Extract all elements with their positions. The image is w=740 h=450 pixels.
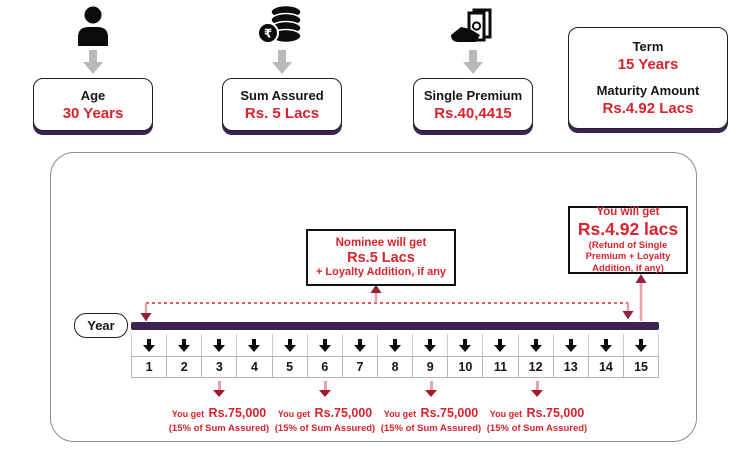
- timeline-panel: Nominee will get Rs.5 Lacs + Loyalty Add…: [50, 152, 697, 442]
- timeline-year-row: 1 2 3 4 5 6 7 8 9 10 11 12 13 14 15: [131, 356, 660, 378]
- payout-note: (15% of Sum Assured): [486, 423, 588, 434]
- nominee-callout: Nominee will get Rs.5 Lacs + Loyalty Add…: [306, 229, 456, 286]
- year-cell: 7: [341, 356, 377, 378]
- down-arrow-icon: [201, 334, 236, 356]
- year-cell: 13: [552, 356, 588, 378]
- down-arrow-icon: [271, 334, 307, 356]
- term-maturity-card: Term 15 Years Maturity Amount Rs.4.92 La…: [568, 27, 728, 129]
- red-down-arrow-icon: [213, 381, 225, 397]
- year-cell: 4: [236, 356, 272, 378]
- payout-prefix: You get: [489, 409, 523, 419]
- payout-note: (15% of Sum Assured): [168, 423, 270, 434]
- payout-annotation-year-6: You get Rs.75,000 (15% of Sum Assured): [257, 381, 393, 434]
- hand-cash-icon: [448, 8, 498, 48]
- down-arrow-icon: [622, 334, 660, 356]
- nominee-callout-line2: Rs.5 Lacs: [347, 250, 415, 266]
- down-arrow-icon: [376, 334, 412, 356]
- payout-note: (15% of Sum Assured): [274, 423, 376, 434]
- down-arrow-icon: [463, 50, 483, 74]
- payout-amount: Rs.75,000: [526, 406, 585, 420]
- timeline-bar: [131, 322, 659, 330]
- payout-prefix: You get: [383, 409, 417, 419]
- year-cell: 10: [447, 356, 483, 378]
- down-arrow-icon: [131, 334, 166, 356]
- year-cell: 8: [376, 356, 413, 378]
- down-arrow-icon: [272, 50, 292, 74]
- down-arrow-icon: [83, 50, 103, 74]
- maturity-amount-value: Rs.4.92 Lacs: [602, 100, 694, 117]
- single-premium-card-title: Single Premium: [423, 87, 523, 103]
- sum-assured-card: Sum Assured Rs. 5 Lacs: [222, 78, 342, 131]
- down-arrow-icon: [587, 334, 623, 356]
- term-label: Term: [632, 39, 664, 54]
- red-down-arrow-icon: [425, 381, 437, 397]
- rupee-coins-icon: ₹: [256, 4, 304, 48]
- payout-amount: Rs.75,000: [208, 406, 267, 420]
- year-cell: 1: [131, 356, 167, 378]
- age-card-value: 30 Years: [62, 104, 124, 122]
- year-cell: 2: [166, 356, 202, 378]
- age-card-title: Age: [80, 87, 106, 103]
- year-cell: 3: [201, 356, 237, 378]
- payout-prefix: You get: [171, 409, 205, 419]
- payout-note: (15% of Sum Assured): [380, 423, 482, 434]
- timeline-arrow-row: [131, 334, 660, 356]
- maturity-callout-line3: (Refund of Single Premium + Loyalty Addi…: [585, 239, 671, 274]
- down-arrow-icon: [447, 334, 482, 356]
- down-arrow-icon: [306, 334, 342, 356]
- payout-prefix: You get: [277, 409, 311, 419]
- nominee-callout-line3: + Loyalty Addition, if any: [315, 266, 447, 278]
- maturity-callout: You will get Rs.4.92 lacs (Refund of Sin…: [568, 206, 688, 274]
- year-cell: 14: [587, 356, 623, 378]
- payout-annotation-year-3: You get Rs.75,000 (15% of Sum Assured): [151, 381, 287, 434]
- payout-annotation-year-12: You get Rs.75,000 (15% of Sum Assured): [469, 381, 605, 434]
- down-arrow-icon: [412, 334, 447, 356]
- payout-amount: Rs.75,000: [314, 406, 373, 420]
- single-premium-card: Single Premium Rs.40,4415: [413, 78, 533, 131]
- down-arrow-icon: [341, 334, 377, 356]
- down-arrow-icon: [552, 334, 588, 356]
- red-down-arrow-icon: [319, 381, 331, 397]
- payout-amount: Rs.75,000: [420, 406, 479, 420]
- red-down-arrow-icon: [531, 381, 543, 397]
- year-cell: 12: [517, 356, 553, 378]
- down-arrow-icon: [236, 334, 271, 356]
- person-icon: [74, 6, 112, 46]
- year-cell: 15: [622, 356, 660, 378]
- sum-assured-card-value: Rs. 5 Lacs: [244, 104, 320, 122]
- single-premium-card-value: Rs.40,4415: [434, 104, 512, 122]
- year-axis-label: Year: [74, 313, 128, 338]
- sum-assured-card-title: Sum Assured: [240, 87, 324, 103]
- down-arrow-icon: [166, 334, 201, 356]
- payout-annotation-year-9: You get Rs.75,000 (15% of Sum Assured): [363, 381, 499, 434]
- term-value: 15 Years: [617, 56, 679, 73]
- year-cell: 11: [482, 356, 518, 378]
- maturity-callout-line2: Rs.4.92 lacs: [577, 218, 679, 239]
- year-cell: 6: [306, 356, 342, 378]
- nominee-callout-line1: Nominee will get: [335, 237, 427, 249]
- year-cell: 5: [271, 356, 307, 378]
- svg-text:₹: ₹: [264, 27, 272, 41]
- down-arrow-icon: [482, 334, 517, 356]
- maturity-amount-label: Maturity Amount: [596, 83, 700, 98]
- down-arrow-icon: [517, 334, 553, 356]
- year-cell: 9: [412, 356, 448, 378]
- maturity-callout-line1: You will get: [596, 205, 660, 218]
- age-card: Age 30 Years: [33, 78, 153, 131]
